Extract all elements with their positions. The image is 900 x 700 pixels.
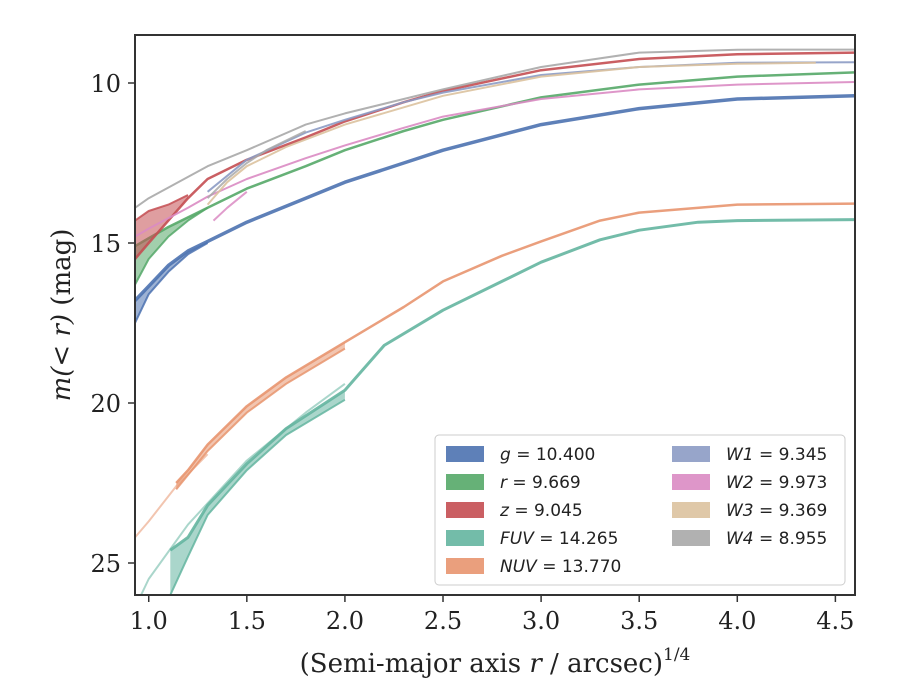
series-nuv [135,202,855,539]
legend-swatch [446,530,484,546]
legend-label: g = 10.400 [500,445,595,465]
legend-label: FUV = 14.265 [500,529,618,549]
legend-item-g: g = 10.400 [446,445,595,465]
series-w3 [206,61,816,206]
series-nuv-line [175,202,855,484]
legend-item-nuv: NUV = 13.770 [446,557,621,577]
y-tick-label: 25 [90,550,121,578]
legend-item-w4: W4 = 8.955 [672,529,827,549]
series-w3-line [206,61,816,206]
series-w4-alt-line [206,130,307,199]
legend-label: NUV = 13.770 [500,557,621,577]
series-r-line [135,71,855,248]
legend-item-fuv: FUV = 14.265 [446,529,618,549]
series-nuv-band [176,342,345,490]
legend-item-z: z = 9.045 [446,501,583,521]
x-tick-label: 3.0 [522,607,560,635]
legend-swatch [672,502,710,518]
legend-swatch [446,558,484,574]
legend-item-w2: W2 = 9.973 [672,473,827,493]
legend-items: g = 10.400 r = 9.669 z = 9.045 FUV = 14.265… [446,445,827,577]
legend-swatch [446,502,484,518]
x-tick-label: 4.5 [816,607,854,635]
legend-swatch [672,474,710,490]
legend-label: z = 9.045 [499,501,583,521]
x-tick-label: 1.5 [228,607,266,635]
x-tick-label: 4.0 [718,607,756,635]
y-tick-label: 10 [90,70,121,98]
series-nuv-extension-line [135,453,209,539]
legend-swatch [672,530,710,546]
series-layer [135,48,855,595]
legend-label: W1 = 9.345 [726,445,827,465]
series-w4-line [135,48,855,209]
series-fuv-band [170,390,345,595]
x-axis-label-prefix: (Semi-major axis [300,649,530,679]
x-axis-ticks: 1.0 1.5 2.0 2.5 3.0 3.5 4.0 4.5 [130,595,854,635]
series-z-alt-line [135,194,189,222]
series-r-band [135,207,208,285]
series-fuv [139,218,855,595]
series-w4 [135,48,855,209]
series-fuv-line [169,218,855,552]
series-g-line [135,94,855,302]
legend-item-w1: W1 = 9.345 [672,445,827,465]
plot-frame [134,34,856,596]
legend-swatch [672,446,710,462]
y-tick-label: 15 [90,230,121,258]
legend-swatch [446,474,484,490]
series-r-alt-line [135,206,209,286]
x-tick-label: 2.5 [424,607,462,635]
legend-swatch [446,446,484,462]
series-w2 [135,81,855,238]
series-fuv-extension-line [139,382,346,595]
y-axis-label-var: m(< r) [47,314,77,401]
legend-box [434,434,846,586]
series-fuv-alt-line [169,398,346,595]
legend-label: W3 = 9.369 [726,501,827,521]
x-tick-label: 3.5 [620,607,658,635]
series-r [135,71,855,286]
series-g [135,94,855,324]
x-axis-label-var: r [529,649,543,679]
y-tick-label: 20 [90,390,121,418]
x-axis-label-sup: 1/4 [663,645,690,665]
legend-label: W2 = 9.973 [726,473,827,493]
x-tick-label: 1.0 [130,607,168,635]
series-nuv-alt-line [175,347,346,491]
x-axis-label: (Semi-major axis r / arcsec)1/4 [300,645,691,679]
series-w2-alt-line [212,191,248,222]
y-axis-ticks: 10 15 20 25 [90,70,135,578]
legend-label: W4 = 8.955 [726,529,827,549]
legend-label: r = 9.669 [500,473,581,493]
legend-item-r: r = 9.669 [446,473,581,493]
legend: g = 10.400 r = 9.669 z = 9.045 FUV = 14.265… [434,434,846,586]
x-axis-label-mid: / arcsec) [542,649,663,679]
series-g-alt-line [135,242,209,324]
series-w2-line [135,81,855,238]
y-axis-label: m(< r) (mag) [47,229,77,402]
y-axis-label-unit: (mag) [47,229,77,314]
x-tick-label: 2.0 [326,607,364,635]
legend-item-w3: W3 = 9.369 [672,501,827,521]
